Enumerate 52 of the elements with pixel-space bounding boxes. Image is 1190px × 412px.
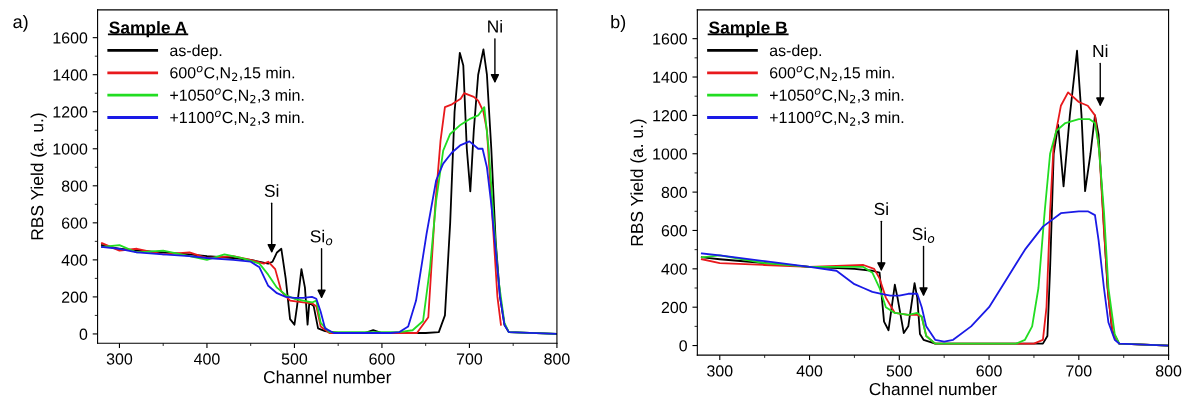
y-tick-label: 0 bbox=[679, 340, 687, 352]
y-tick-label: 400 bbox=[661, 263, 687, 275]
x-tick-label: 300 bbox=[106, 353, 133, 365]
x-tick-label: 300 bbox=[707, 365, 733, 377]
legend-label: +1100$^{o}$C,N$_{2}$,3 min. bbox=[770, 110, 904, 126]
y-tick-label: 0 bbox=[79, 328, 88, 340]
annotation: Ni bbox=[1093, 44, 1108, 57]
annotation: Si$_{o}$ bbox=[912, 227, 935, 243]
y-tick-label: 1000 bbox=[53, 143, 88, 155]
y-tick-label: 1200 bbox=[53, 106, 88, 118]
x-tick-label: 400 bbox=[796, 365, 823, 377]
x-tick-label: 800 bbox=[1155, 365, 1182, 377]
x-tick-label: 600 bbox=[369, 353, 395, 365]
legend-label: +1100$^{o}$C,N$_{2}$,3 min. bbox=[170, 110, 304, 126]
y-tick-label: 400 bbox=[61, 254, 88, 266]
x-axis-title: Channel number bbox=[869, 382, 997, 396]
x-tick-label: 800 bbox=[544, 353, 570, 365]
x-tick-label: 400 bbox=[193, 353, 220, 365]
y-tick-label: 200 bbox=[661, 301, 687, 314]
annotation: Ni bbox=[488, 19, 502, 33]
legend-title: Sample A bbox=[109, 21, 187, 38]
x-tick-label: 700 bbox=[456, 353, 483, 365]
y-tick-label: 600 bbox=[62, 217, 88, 229]
y-axis-title: RBS Yield (a. u.) bbox=[30, 113, 47, 240]
x-tick-label: 600 bbox=[976, 365, 1002, 377]
y-tick-label: 800 bbox=[61, 180, 88, 192]
x-tick-label: 500 bbox=[886, 365, 912, 377]
x-axis-title: Channel number bbox=[263, 370, 392, 384]
legend-label: 600$^{o}$C,N$_{2}$,15 min. bbox=[770, 65, 894, 81]
legend-label: +1050$^{o}$C,N$_{2}$,3 min. bbox=[170, 88, 304, 104]
y-tick-label: 200 bbox=[62, 291, 88, 303]
annotation: Si bbox=[264, 184, 279, 197]
x-tick-label: 700 bbox=[1066, 365, 1092, 377]
legend-label: +1050$^{o}$C,N$_{2}$,3 min. bbox=[770, 88, 904, 104]
y-tick-label: 1400 bbox=[53, 69, 88, 81]
y-tick-label: 1600 bbox=[53, 32, 88, 44]
y-tick-label: 1200 bbox=[653, 110, 687, 122]
y-axis-title: RBS Yield (a. u.) bbox=[630, 119, 647, 246]
legend-label: as-dep. bbox=[170, 44, 222, 60]
y-tick-label: 1400 bbox=[653, 71, 687, 83]
y-tick-label: 800 bbox=[661, 186, 687, 199]
legend-title: Sample B bbox=[709, 21, 787, 38]
annotation: Si$_{o}$ bbox=[310, 229, 333, 246]
y-tick-label: 1600 bbox=[653, 33, 687, 45]
text: a) bbox=[13, 14, 28, 32]
text: b) bbox=[611, 15, 626, 32]
y-tick-label: 1000 bbox=[653, 148, 687, 160]
y-tick-label: 600 bbox=[661, 225, 687, 237]
legend-label: 600$^{o}$C,N$_{2}$,15 min. bbox=[170, 65, 295, 81]
annotation: Si bbox=[874, 202, 888, 216]
x-tick-label: 500 bbox=[281, 353, 308, 365]
legend-label: as-dep. bbox=[769, 44, 822, 60]
